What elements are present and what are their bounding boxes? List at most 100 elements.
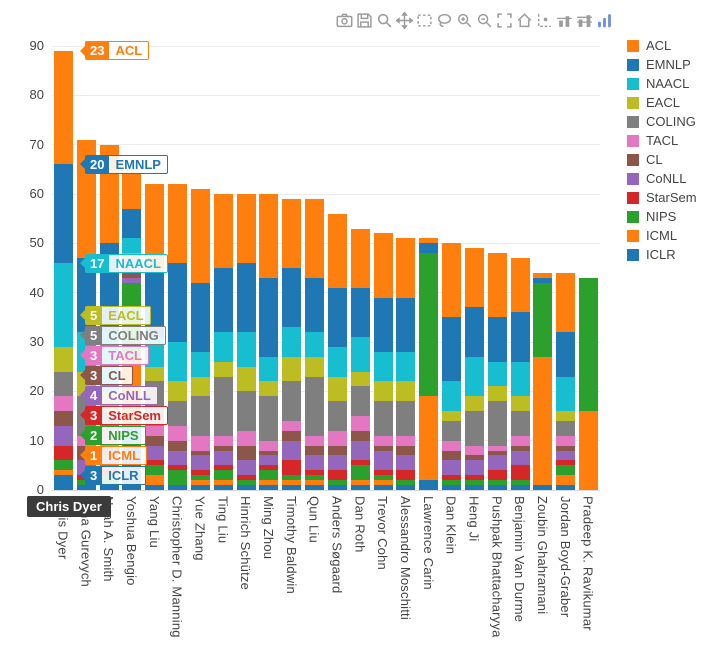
bar-segment-tacl[interactable] <box>236 430 256 446</box>
bar-segment-iclr[interactable] <box>122 425 142 490</box>
bar-segment-iclr[interactable] <box>282 485 302 490</box>
bar-segment-emnlp[interactable] <box>190 282 210 352</box>
bar-segment-iclr[interactable] <box>305 485 325 490</box>
bar-segment-cl[interactable] <box>373 445 393 451</box>
bar-segment-iclr[interactable] <box>259 485 279 490</box>
bar-segment-nips[interactable] <box>145 465 165 476</box>
bar-segment-acl[interactable] <box>464 248 484 308</box>
bar-segment-tacl[interactable] <box>442 440 462 451</box>
bar-segment-tacl[interactable] <box>282 420 302 431</box>
bar-segment-icml[interactable] <box>579 411 599 490</box>
bar-segment-starsem[interactable] <box>190 470 210 476</box>
bar-segment-coling[interactable] <box>373 401 393 436</box>
bar-segment-eacl[interactable] <box>53 346 73 372</box>
bar-segment-icml[interactable] <box>213 480 233 486</box>
bar-segment-icml[interactable] <box>373 480 393 486</box>
zoom-in-icon[interactable] <box>456 12 473 29</box>
bar-segment-iclr[interactable] <box>373 485 393 490</box>
bar-segment-conll[interactable] <box>168 450 188 466</box>
bar-segment-cl[interactable] <box>99 445 119 456</box>
bar-segment-starsem[interactable] <box>76 475 96 481</box>
bar-segment-eacl[interactable] <box>487 386 507 402</box>
bar-segment-naacl[interactable] <box>236 332 256 367</box>
bar-segment-cl[interactable] <box>556 445 576 451</box>
bar-segment-eacl[interactable] <box>556 411 576 421</box>
bar-segment-coling[interactable] <box>350 386 370 416</box>
bar-segment-coling[interactable] <box>122 258 142 268</box>
lasso-select-icon[interactable] <box>436 12 453 29</box>
bar-segment-naacl[interactable] <box>305 332 325 357</box>
bar-segment-acl[interactable] <box>190 189 210 283</box>
bar-segment-iclr[interactable] <box>190 485 210 490</box>
bar-segment-nips[interactable] <box>533 282 553 357</box>
bar-segment-naacl[interactable] <box>464 356 484 397</box>
bar-segment-eacl[interactable] <box>122 253 142 259</box>
bar-segment-coling[interactable] <box>236 391 256 431</box>
legend-item-naacl[interactable]: NAACL <box>627 74 697 93</box>
bar-segment-emnlp[interactable] <box>213 268 233 333</box>
bar-segment-conll[interactable] <box>236 460 256 476</box>
bar-segment-coling[interactable] <box>190 396 210 436</box>
bar-segment-emnlp[interactable] <box>373 297 393 352</box>
bar-segment-cl[interactable] <box>510 445 530 451</box>
bar-segment-coling[interactable] <box>305 376 325 436</box>
bar-segment-nips[interactable] <box>556 465 576 476</box>
bar-segment-coling[interactable] <box>487 401 507 446</box>
bar-segment-iclr[interactable] <box>419 480 439 490</box>
bar-segment-naacl[interactable] <box>259 356 279 382</box>
bar-segment-acl[interactable] <box>327 213 347 288</box>
bar-segment-acl[interactable] <box>53 50 73 165</box>
bar-segment-coling[interactable] <box>259 396 279 441</box>
bar-segment-iclr[interactable] <box>533 485 553 490</box>
bar-segment-icml[interactable] <box>190 480 210 486</box>
bar-segment-eacl[interactable] <box>396 381 416 402</box>
bar-segment-acl[interactable] <box>259 194 279 278</box>
bar-segment-acl[interactable] <box>168 184 188 264</box>
bar-segment-conll[interactable] <box>53 425 73 446</box>
bar-segment-acl[interactable] <box>350 228 370 288</box>
bar-segment-nips[interactable] <box>419 253 439 397</box>
bar-segment-tacl[interactable] <box>53 396 73 412</box>
bar-segment-coling[interactable] <box>464 411 484 446</box>
bar-segment-coling[interactable] <box>556 420 576 436</box>
bar-segment-conll[interactable] <box>122 277 142 283</box>
bar-segment-conll[interactable] <box>213 450 233 466</box>
bar-segment-cl[interactable] <box>53 411 73 426</box>
bar-segment-emnlp[interactable] <box>305 277 325 333</box>
bar-segment-starsem[interactable] <box>556 460 576 466</box>
bar-segment-tacl[interactable] <box>259 440 279 451</box>
legend-item-nips[interactable]: NIPS <box>627 207 697 226</box>
bar-segment-conll[interactable] <box>373 450 393 471</box>
bar-segment-acl[interactable] <box>373 233 393 298</box>
bar-segment-tacl[interactable] <box>556 435 576 446</box>
bar-segment-cl[interactable] <box>350 430 370 441</box>
bar-segment-eacl[interactable] <box>327 376 347 402</box>
bar-segment-nips[interactable] <box>579 277 599 412</box>
bar-segment-iclr[interactable] <box>464 485 484 490</box>
bar-segment-conll[interactable] <box>442 460 462 476</box>
bar-segment-iclr[interactable] <box>350 485 370 490</box>
bar-segment-icml[interactable] <box>259 480 279 486</box>
bar-segment-cl[interactable] <box>213 445 233 451</box>
bar-segment-coling[interactable] <box>282 381 302 421</box>
legend-item-tacl[interactable]: TACL <box>627 131 697 150</box>
bar-segment-cl[interactable] <box>464 455 484 461</box>
bar-segment-conll[interactable] <box>99 455 119 471</box>
bar-segment-acl[interactable] <box>419 238 439 244</box>
bar-segment-nips[interactable] <box>259 470 279 481</box>
bar-segment-acl[interactable] <box>533 272 553 278</box>
bar-segment-starsem[interactable] <box>373 470 393 476</box>
bar-segment-naacl[interactable] <box>556 376 576 412</box>
bar-segment-coling[interactable] <box>168 401 188 426</box>
bar-segment-eacl[interactable] <box>236 366 256 392</box>
bar-segment-starsem[interactable] <box>327 470 347 481</box>
bar-segment-emnlp[interactable] <box>487 317 507 362</box>
bar-segment-cl[interactable] <box>168 440 188 451</box>
bar-segment-acl[interactable] <box>76 139 96 259</box>
bar-segment-acl[interactable] <box>122 174 142 209</box>
bar-segment-cl[interactable] <box>487 450 507 456</box>
bar-segment-starsem[interactable] <box>213 465 233 471</box>
bar-segment-iclr[interactable] <box>510 485 530 490</box>
bar-segment-tacl[interactable] <box>145 425 165 436</box>
bar-segment-emnlp[interactable] <box>236 263 256 333</box>
